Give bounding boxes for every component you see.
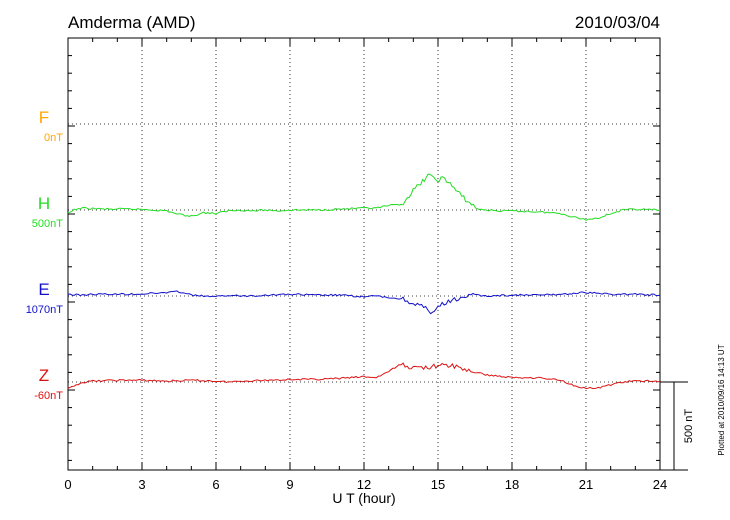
x-axis-label: U T (hour) xyxy=(332,490,395,506)
scale-bar: 500 nT xyxy=(660,381,695,471)
chart-title: Amderma (AMD) xyxy=(68,13,196,32)
axis-ticks xyxy=(67,38,661,470)
x-tick-label: 12 xyxy=(357,477,371,492)
series-name-f: F xyxy=(39,108,49,127)
series-name-z: Z xyxy=(39,366,49,385)
x-tick-label: 18 xyxy=(505,477,519,492)
grid-lines xyxy=(68,38,660,470)
x-tick-label: 24 xyxy=(653,477,667,492)
x-tick-label: 21 xyxy=(579,477,593,492)
series-lines xyxy=(67,173,661,390)
x-tick-labels: 0 3 6 9 12 15 18 21 24 xyxy=(64,477,667,492)
series-line-z xyxy=(67,362,661,390)
series-baseline-z: -60nT xyxy=(34,390,63,402)
x-tick-label: 0 xyxy=(64,477,71,492)
x-tick-label: 6 xyxy=(212,477,219,492)
plotted-at-footnote: Plotted at 2010/09/16 14:13 UT xyxy=(717,344,726,455)
series-line-e xyxy=(67,290,661,315)
series-labels: F 0nT H 500nT E 1070nT Z -60nT xyxy=(26,108,64,402)
series-line-h xyxy=(67,173,661,221)
scale-bar-label: 500 nT xyxy=(683,409,695,444)
series-baseline-f: 0nT xyxy=(44,132,63,144)
chart-date: 2010/03/04 xyxy=(575,13,660,32)
series-baseline-e: 1070nT xyxy=(26,304,64,316)
series-name-h: H xyxy=(38,194,50,213)
x-tick-label: 3 xyxy=(138,477,145,492)
series-baseline-h: 500nT xyxy=(32,218,63,230)
x-tick-label: 15 xyxy=(431,477,445,492)
x-tick-label: 9 xyxy=(286,477,293,492)
series-name-e: E xyxy=(38,280,49,299)
